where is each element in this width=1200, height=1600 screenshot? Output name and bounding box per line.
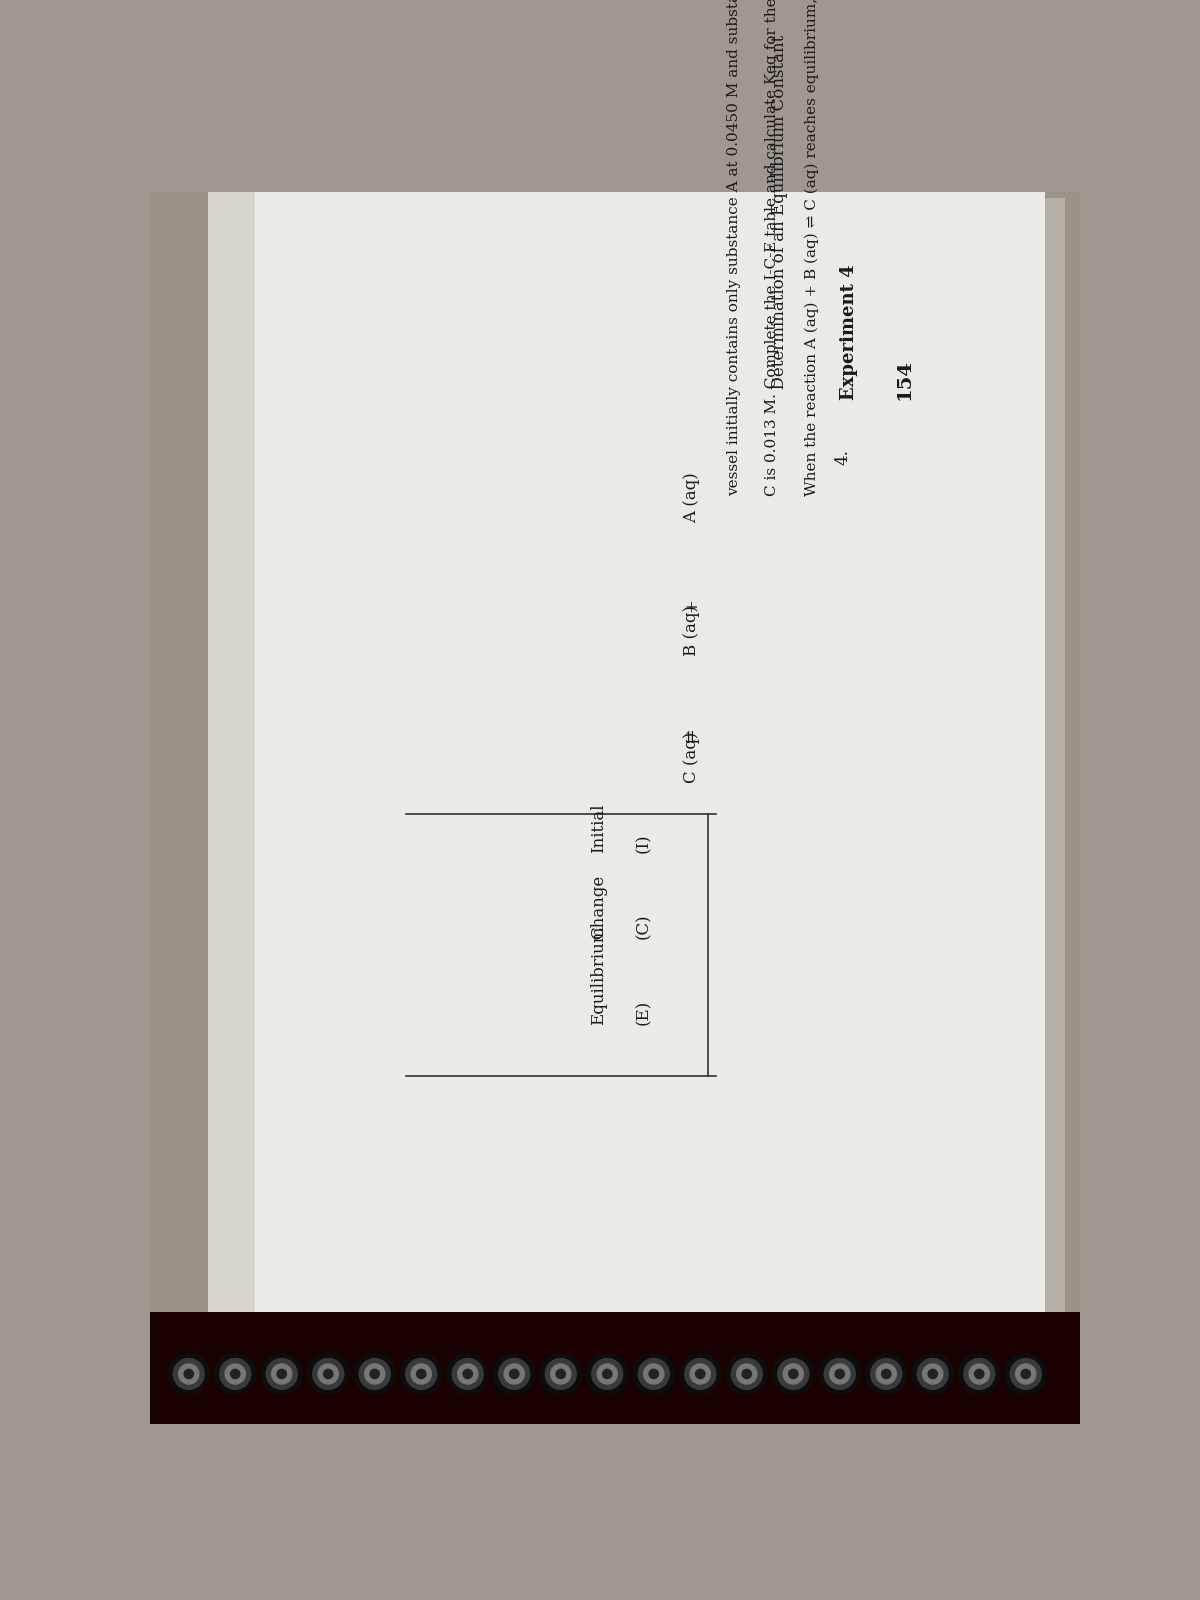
Circle shape bbox=[168, 1354, 210, 1395]
Circle shape bbox=[277, 1370, 287, 1379]
Circle shape bbox=[365, 1363, 385, 1384]
Circle shape bbox=[324, 1370, 332, 1379]
Text: vessel initially contains only substance A at 0.0450 M and substance B at 0.0600: vessel initially contains only substance… bbox=[726, 0, 740, 496]
Circle shape bbox=[406, 1358, 437, 1389]
Circle shape bbox=[696, 1370, 704, 1379]
Circle shape bbox=[679, 1354, 721, 1395]
Circle shape bbox=[226, 1363, 245, 1384]
Circle shape bbox=[493, 1354, 535, 1395]
Circle shape bbox=[959, 1354, 1000, 1395]
Circle shape bbox=[1021, 1370, 1031, 1379]
Circle shape bbox=[540, 1354, 582, 1395]
Circle shape bbox=[690, 1363, 710, 1384]
Circle shape bbox=[504, 1363, 524, 1384]
Circle shape bbox=[318, 1363, 338, 1384]
Circle shape bbox=[737, 1363, 757, 1384]
Bar bbox=[208, 192, 254, 1312]
Circle shape bbox=[598, 1363, 617, 1384]
Text: When the reaction A (aq) + B (aq) ⇌ C (aq) reaches equilibrium, the concentratio: When the reaction A (aq) + B (aq) ⇌ C (a… bbox=[804, 0, 818, 496]
Text: (I): (I) bbox=[635, 834, 653, 853]
Text: Experiment 4: Experiment 4 bbox=[840, 264, 858, 400]
Circle shape bbox=[354, 1354, 396, 1395]
Circle shape bbox=[1004, 1354, 1046, 1395]
Circle shape bbox=[510, 1370, 518, 1379]
Circle shape bbox=[463, 1370, 473, 1379]
Text: +: + bbox=[683, 598, 701, 611]
Circle shape bbox=[778, 1358, 809, 1389]
Circle shape bbox=[556, 1370, 565, 1379]
Circle shape bbox=[824, 1358, 856, 1389]
Circle shape bbox=[499, 1358, 529, 1389]
Text: C is 0.013 M. Complete the I-C-E table and calculate Keq for the reaction if the: C is 0.013 M. Complete the I-C-E table a… bbox=[766, 0, 779, 496]
Text: B (aq): B (aq) bbox=[683, 605, 701, 656]
Text: (C): (C) bbox=[635, 914, 653, 939]
Circle shape bbox=[545, 1358, 576, 1389]
Circle shape bbox=[452, 1358, 484, 1389]
Text: (E): (E) bbox=[635, 1000, 653, 1026]
Circle shape bbox=[649, 1370, 659, 1379]
Circle shape bbox=[359, 1358, 390, 1389]
Circle shape bbox=[970, 1363, 989, 1384]
Circle shape bbox=[871, 1358, 901, 1389]
Circle shape bbox=[784, 1363, 803, 1384]
Text: Initial: Initial bbox=[590, 803, 607, 853]
Text: Change: Change bbox=[590, 875, 607, 939]
Circle shape bbox=[912, 1354, 954, 1395]
Circle shape bbox=[788, 1370, 798, 1379]
Circle shape bbox=[632, 1354, 674, 1395]
Circle shape bbox=[260, 1354, 302, 1395]
Circle shape bbox=[1015, 1363, 1036, 1384]
Text: Determination of an Equilibrium Constant: Determination of an Equilibrium Constant bbox=[770, 35, 788, 400]
Circle shape bbox=[1010, 1358, 1042, 1389]
Circle shape bbox=[271, 1363, 292, 1384]
Circle shape bbox=[818, 1354, 860, 1395]
Circle shape bbox=[726, 1354, 768, 1395]
Bar bbox=[150, 1312, 1080, 1424]
Circle shape bbox=[638, 1358, 670, 1389]
Circle shape bbox=[917, 1358, 948, 1389]
Circle shape bbox=[882, 1370, 890, 1379]
Circle shape bbox=[173, 1358, 204, 1389]
Circle shape bbox=[307, 1354, 349, 1395]
Circle shape bbox=[416, 1370, 426, 1379]
Circle shape bbox=[773, 1354, 814, 1395]
Circle shape bbox=[587, 1354, 628, 1395]
Circle shape bbox=[313, 1358, 343, 1389]
Circle shape bbox=[928, 1370, 937, 1379]
Circle shape bbox=[602, 1370, 612, 1379]
Text: 154: 154 bbox=[895, 358, 913, 400]
Circle shape bbox=[685, 1358, 715, 1389]
Text: Equilibrium: Equilibrium bbox=[590, 926, 607, 1026]
Circle shape bbox=[370, 1370, 379, 1379]
Circle shape bbox=[974, 1370, 984, 1379]
Circle shape bbox=[923, 1363, 943, 1384]
Text: A (aq): A (aq) bbox=[683, 472, 701, 523]
Circle shape bbox=[179, 1363, 199, 1384]
Circle shape bbox=[592, 1358, 623, 1389]
Circle shape bbox=[865, 1354, 907, 1395]
Circle shape bbox=[551, 1363, 571, 1384]
Text: C (aq): C (aq) bbox=[683, 731, 701, 784]
Circle shape bbox=[457, 1363, 478, 1384]
Circle shape bbox=[964, 1358, 995, 1389]
Circle shape bbox=[731, 1358, 762, 1389]
Circle shape bbox=[829, 1363, 850, 1384]
Circle shape bbox=[835, 1370, 845, 1379]
Circle shape bbox=[220, 1358, 251, 1389]
Circle shape bbox=[184, 1370, 193, 1379]
Circle shape bbox=[643, 1363, 664, 1384]
Circle shape bbox=[446, 1354, 488, 1395]
Circle shape bbox=[876, 1363, 896, 1384]
Circle shape bbox=[230, 1370, 240, 1379]
Circle shape bbox=[215, 1354, 256, 1395]
Text: 4.: 4. bbox=[834, 450, 851, 466]
Circle shape bbox=[401, 1354, 442, 1395]
Circle shape bbox=[266, 1358, 298, 1389]
Text: ⇌: ⇌ bbox=[683, 728, 701, 742]
Circle shape bbox=[412, 1363, 431, 1384]
Circle shape bbox=[742, 1370, 751, 1379]
